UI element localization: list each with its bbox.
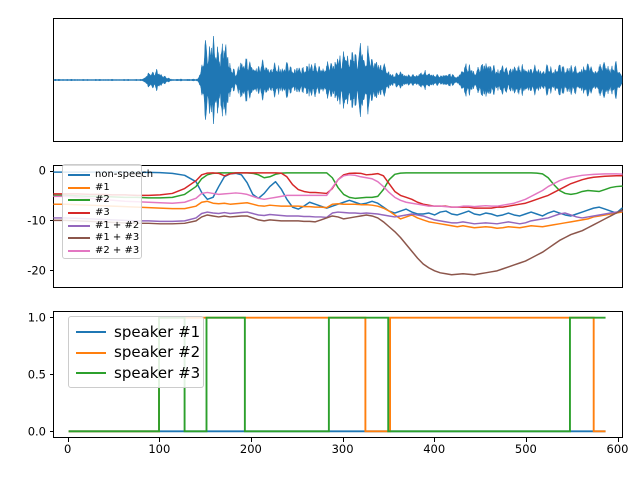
legend-label: #2 + #3 <box>95 244 140 256</box>
ytick-label-0p5: 0.5 <box>27 366 46 381</box>
legend-label: non-speech <box>95 169 154 181</box>
legend-line-swatch <box>68 174 90 177</box>
legend-line-swatch <box>76 351 106 354</box>
ytick-mark <box>49 374 53 376</box>
xtick-label-0: 0 <box>64 442 72 456</box>
log-posterior-legend[interactable]: non-speech #1 #2 #3 #1 + #2 #1 + #3 #2 + #3 <box>62 164 153 259</box>
legend-label: speaker #3 <box>114 363 201 382</box>
ytick-label-0p0: 0.0 <box>27 423 46 438</box>
legend-line-swatch <box>68 224 90 227</box>
legend-line-swatch <box>68 212 90 215</box>
legend-item-2: #2 <box>68 194 136 207</box>
xtick-mark <box>67 438 69 442</box>
legend-label: #1 + #3 <box>95 232 140 244</box>
xtick-label-500: 500 <box>514 442 537 456</box>
xtick-mark <box>342 438 344 442</box>
legend-line-swatch <box>68 199 90 202</box>
legend-line-swatch <box>68 237 90 240</box>
log-posterior-axes <box>53 165 623 288</box>
waveform-plot <box>53 36 623 124</box>
xtick-mark <box>250 438 252 442</box>
xtick-label-200: 200 <box>239 442 262 456</box>
xtick-mark <box>434 438 436 442</box>
legend-line-swatch <box>68 186 90 189</box>
xtick-label-600: 600 <box>606 442 629 456</box>
legend-label: speaker #2 <box>114 343 201 362</box>
xtick-mark <box>525 438 527 442</box>
xtick-label-100: 100 <box>148 442 171 456</box>
waveform-axes <box>53 18 623 142</box>
xtick-mark <box>159 438 161 442</box>
ytick-mark <box>49 317 53 319</box>
ytick-label-minus10: -10 <box>27 212 46 227</box>
legend-item-2: speaker #3 <box>76 363 200 384</box>
legend-line-swatch <box>76 331 106 334</box>
legend-label: #1 <box>95 181 110 193</box>
ytick-mark <box>49 431 53 433</box>
xtick-label-300: 300 <box>331 442 354 456</box>
speaker-activity-legend[interactable]: speaker #1 speaker #2 speaker #3 <box>68 316 204 388</box>
xtick-label-400: 400 <box>423 442 446 456</box>
legend-label: #1 + #2 <box>95 219 140 231</box>
legend-item-0: non-speech <box>68 169 153 182</box>
ytick-mark <box>49 270 53 272</box>
legend-item-5: #1 + #3 <box>68 232 140 245</box>
legend-label: speaker #1 <box>114 322 201 341</box>
ytick-mark <box>49 220 53 222</box>
ytick-label-minus20: -20 <box>27 262 46 277</box>
ytick-label-0: 0 <box>38 163 46 178</box>
legend-item-3: #3 <box>68 207 136 220</box>
legend-item-1: #1 <box>68 182 136 195</box>
legend-line-swatch <box>76 372 106 375</box>
legend-line-swatch <box>68 249 90 252</box>
log-posterior-plot <box>53 171 623 276</box>
legend-item-0: speaker #1 <box>76 322 200 343</box>
legend-label: #2 <box>95 194 110 206</box>
ytick-label-1p0: 1.0 <box>27 309 46 324</box>
legend-item-1: speaker #2 <box>76 343 200 364</box>
ytick-mark <box>49 170 53 172</box>
legend-label: #3 <box>95 207 110 219</box>
legend-item-6: #2 + #3 <box>68 244 140 258</box>
xtick-mark <box>617 438 619 442</box>
legend-item-4: #1 + #2 <box>68 219 140 232</box>
